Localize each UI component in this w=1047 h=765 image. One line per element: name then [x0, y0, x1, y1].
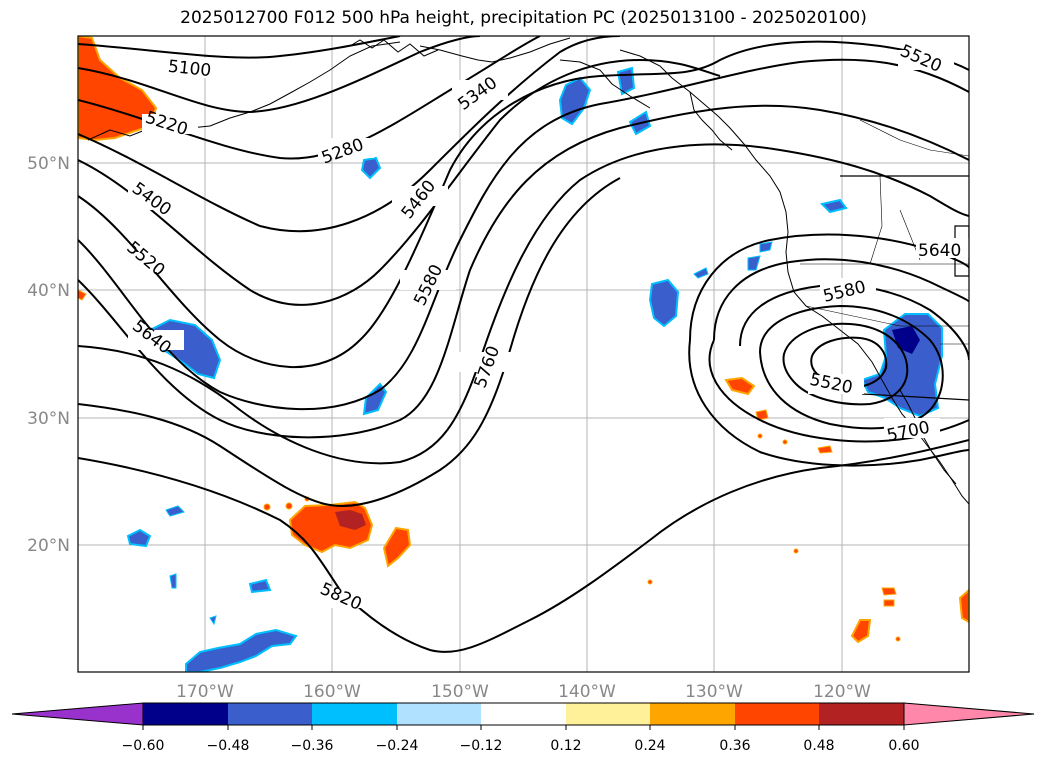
colorbar-bin	[735, 703, 819, 725]
colorbar: −0.60 −0.48 −0.36 −0.24 −0.12 0.12 0.24 …	[11, 702, 1035, 754]
colorbar-bin	[481, 703, 566, 725]
colorbar-tick: 0.60	[888, 738, 919, 754]
precip-negative-areas	[126, 66, 943, 672]
map-frame	[77, 35, 970, 673]
colorbar-tick: 0.12	[550, 738, 581, 754]
colorbar-bin	[397, 703, 481, 725]
contour-label: 5100	[167, 57, 212, 81]
colorbar-bin	[312, 703, 397, 725]
colorbar-tick: −0.48	[207, 738, 250, 754]
colorbar-tick: −0.12	[460, 738, 503, 754]
colorbar-extend-low	[11, 702, 144, 726]
colorbar-bin	[566, 703, 650, 725]
colorbar-tick: −0.24	[376, 738, 419, 754]
colorbar-bin	[143, 703, 228, 725]
lon-label: 170°W	[176, 682, 234, 702]
lat-label: 50°N	[27, 154, 70, 174]
graticule	[78, 36, 969, 672]
map-area: 5100 5220 5280 5340 5400 5460 5520 5580 …	[78, 36, 969, 672]
colorbar-tick: 0.24	[634, 738, 665, 754]
colorbar-tick: −0.36	[291, 738, 334, 754]
colorbar-extend-high	[903, 702, 1035, 726]
lon-label: 120°W	[813, 682, 871, 702]
lat-label: 20°N	[27, 536, 70, 556]
longitude-labels: 170°W 160°W 150°W 140°W 130°W 120°W	[176, 682, 871, 702]
colorbar-tick: −0.60	[122, 738, 165, 754]
latitude-labels: 50°N 40°N 30°N 20°N	[27, 154, 70, 556]
contour-label: 5220	[143, 108, 190, 140]
contour-label: 5400	[128, 179, 175, 221]
colorbar-bin	[228, 703, 312, 725]
lat-label: 40°N	[27, 281, 70, 301]
lon-label: 130°W	[685, 682, 743, 702]
contour-label: 5820	[317, 579, 365, 615]
colorbar-tick: 0.36	[719, 738, 750, 754]
colorbar-bin	[819, 703, 904, 725]
colorbar-tick: 0.48	[803, 738, 834, 754]
lon-label: 160°W	[303, 682, 361, 702]
map-title: 2025012700 F012 500 hPa height, precipit…	[180, 8, 867, 28]
contour-labels: 5100 5220 5280 5340 5400 5460 5520 5580 …	[122, 41, 969, 615]
lon-label: 150°W	[431, 682, 489, 702]
lon-label: 140°W	[558, 682, 616, 702]
contour-label: 5640	[918, 241, 961, 261]
lat-label: 30°N	[27, 409, 70, 429]
colorbar-bin	[650, 703, 735, 725]
